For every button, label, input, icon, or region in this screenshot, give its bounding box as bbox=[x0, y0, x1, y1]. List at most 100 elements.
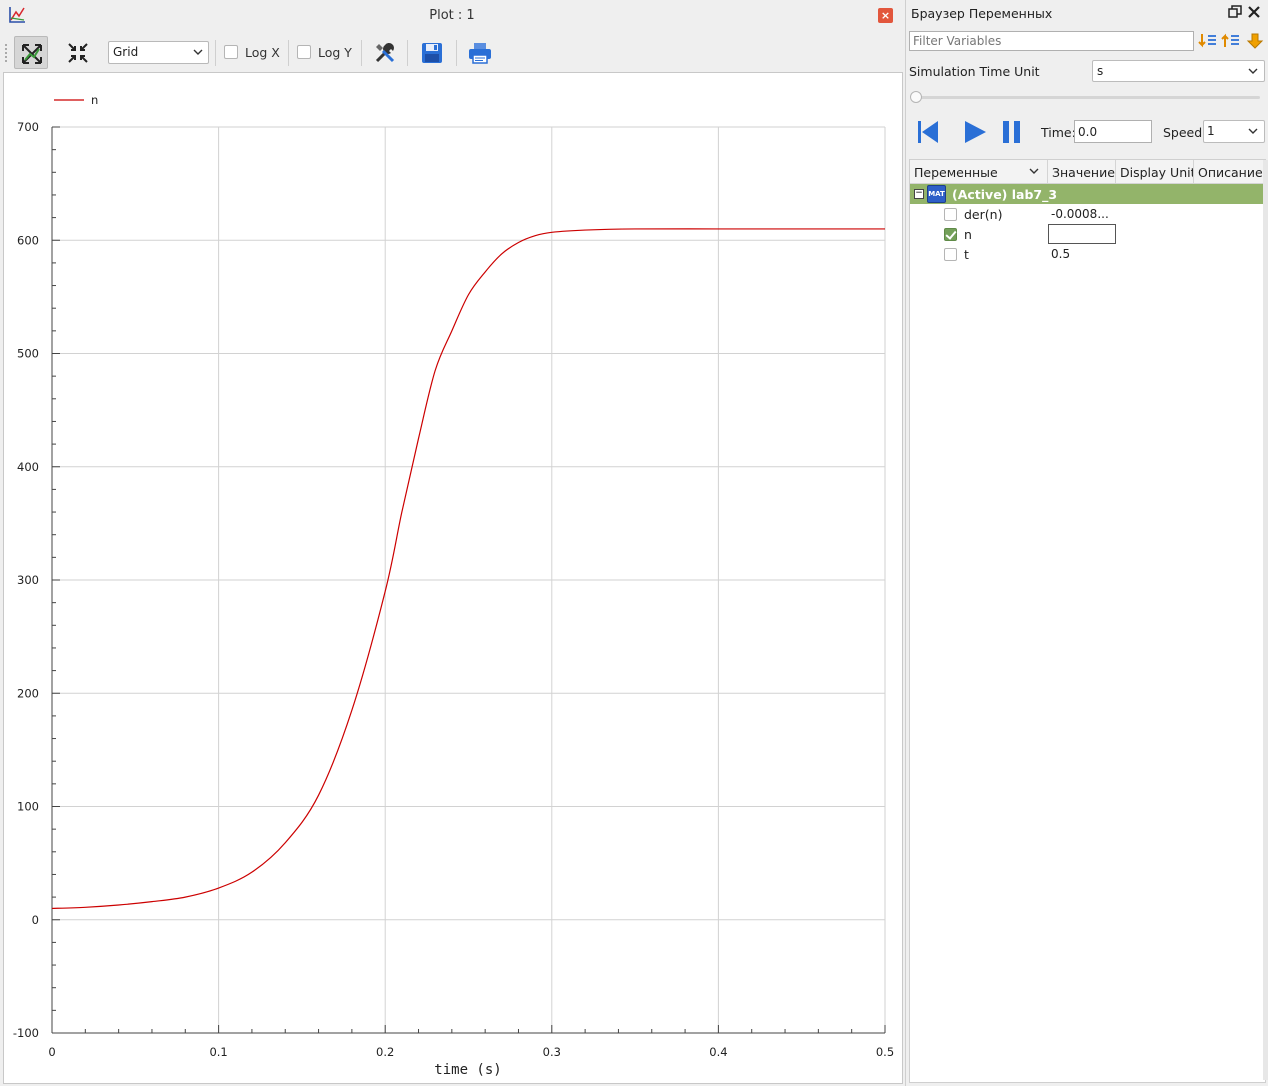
log-y-checkbox[interactable] bbox=[297, 45, 311, 59]
toolbar-separator bbox=[456, 40, 457, 66]
variable-row[interactable]: t 0.5 bbox=[910, 244, 1267, 264]
series-line-n[interactable] bbox=[51, 228, 885, 910]
y-tick-label: 500 bbox=[17, 347, 39, 361]
column-header-label: Значение bbox=[1052, 165, 1115, 180]
column-header-variables[interactable]: Переменные bbox=[910, 160, 1048, 184]
column-header-display-unit[interactable]: Display Unit bbox=[1116, 160, 1194, 184]
printer-icon bbox=[469, 43, 491, 64]
variable-name: t bbox=[964, 247, 969, 262]
column-header-description[interactable]: Описание bbox=[1194, 160, 1267, 184]
save-icon bbox=[422, 43, 442, 63]
log-y-label: Log Y bbox=[318, 45, 352, 60]
save-button[interactable] bbox=[415, 36, 449, 69]
chevron-down-icon bbox=[1248, 68, 1258, 74]
filter-variables-input[interactable] bbox=[909, 31, 1194, 51]
variables-tree: Переменные Значение Display Unit Описани… bbox=[909, 159, 1267, 1083]
variables-browser: Браузер Переменных Simulation Time Unit … bbox=[905, 0, 1268, 1086]
rewind-button[interactable] bbox=[916, 117, 942, 147]
legend-label[interactable]: n bbox=[91, 93, 98, 107]
collapse-toggle-icon[interactable]: − bbox=[914, 188, 924, 199]
close-icon[interactable] bbox=[1247, 5, 1261, 19]
grid-mode-value: Grid bbox=[113, 45, 139, 59]
time-slider-handle[interactable] bbox=[910, 91, 922, 103]
legend: n bbox=[54, 93, 98, 107]
column-header-label: Переменные bbox=[914, 165, 998, 180]
y-tick-label: 600 bbox=[17, 233, 39, 247]
log-x-label: Log X bbox=[245, 45, 280, 60]
play-button[interactable] bbox=[962, 117, 988, 147]
time-label: Time: bbox=[1041, 125, 1076, 140]
column-header-label: Описание bbox=[1198, 165, 1263, 180]
y-tick-label: 200 bbox=[17, 686, 39, 700]
toolbar-grip-icon[interactable] bbox=[5, 44, 8, 62]
variable-name: n bbox=[964, 227, 972, 242]
model-name: (Active) lab7_3 bbox=[952, 187, 1058, 202]
tree-header: Переменные Значение Display Unit Описани… bbox=[910, 160, 1267, 184]
column-header-label: Display Unit bbox=[1120, 165, 1194, 180]
y-tick-label: 100 bbox=[17, 800, 39, 814]
y-tick-label: 400 bbox=[17, 460, 39, 474]
chevron-down-icon bbox=[193, 49, 203, 55]
chevron-down-icon bbox=[1248, 128, 1258, 134]
x-tick-label: 0.3 bbox=[543, 1045, 561, 1059]
setup-button[interactable] bbox=[368, 36, 402, 69]
grid-mode-select[interactable]: Grid bbox=[108, 41, 209, 64]
print-button[interactable] bbox=[463, 36, 497, 69]
plot-window: Plot : 1 × Grid Log X Log Y bbox=[0, 0, 904, 1084]
variable-checkbox[interactable] bbox=[944, 228, 957, 241]
axis-ticks: 0 0.1 0.2 0.3 0.4 0.5 -100 0 100 200 300 400 500 600 7… bbox=[13, 120, 894, 1059]
pan-zoom-button[interactable] bbox=[14, 36, 48, 69]
variable-row[interactable]: der(n) -0.0008... bbox=[910, 204, 1267, 224]
simulation-time-unit-select[interactable]: s bbox=[1092, 60, 1265, 82]
time-slider[interactable] bbox=[913, 96, 1260, 99]
float-window-icon[interactable] bbox=[1228, 5, 1242, 19]
variable-value: -0.0008... bbox=[1051, 207, 1109, 221]
tree-root-row[interactable]: − MAT (Active) lab7_3 bbox=[910, 184, 1267, 204]
y-tick-label: 700 bbox=[17, 120, 39, 134]
sort-chevron-icon bbox=[1029, 168, 1039, 174]
column-header-value[interactable]: Значение bbox=[1048, 160, 1116, 184]
variable-value-input[interactable] bbox=[1048, 224, 1116, 244]
plot-window-title: Plot : 1 bbox=[429, 8, 475, 23]
variable-checkbox[interactable] bbox=[944, 248, 957, 261]
toolbar-separator bbox=[288, 40, 289, 66]
plot-toolbar: Grid Log X Log Y bbox=[0, 32, 904, 72]
speed-label: Speed: bbox=[1163, 125, 1207, 140]
pause-button[interactable] bbox=[1000, 117, 1026, 147]
right-edge-scrollbar[interactable] bbox=[1263, 160, 1268, 1080]
x-tick-label: 0 bbox=[48, 1045, 55, 1059]
y-tick-label: 0 bbox=[32, 913, 39, 927]
fit-in-view-button[interactable] bbox=[61, 36, 95, 69]
plot-titlebar: Plot : 1 × bbox=[0, 0, 904, 32]
variable-row[interactable]: n bbox=[910, 224, 1267, 244]
expand-all-icon[interactable] bbox=[1198, 31, 1218, 51]
y-tick-label: -100 bbox=[13, 1026, 39, 1040]
variables-browser-title: Браузер Переменных bbox=[911, 6, 1053, 21]
plot-canvas[interactable]: 0 0.1 0.2 0.3 0.4 0.5 -100 0 100 200 300 400 500 600 7… bbox=[3, 72, 903, 1084]
collapse-all-icon[interactable] bbox=[1221, 31, 1241, 51]
series-layer bbox=[51, 228, 885, 910]
variable-value: 0.5 bbox=[1051, 247, 1071, 261]
x-tick-label: 0.2 bbox=[376, 1045, 394, 1059]
x-tick-label: 0.5 bbox=[876, 1045, 894, 1059]
speed-value: 1 bbox=[1207, 124, 1215, 138]
x-tick-label: 0.1 bbox=[209, 1045, 227, 1059]
arrow-down-icon[interactable] bbox=[1245, 31, 1265, 51]
x-axis-label: time (s) bbox=[434, 1062, 501, 1078]
toolbar-separator bbox=[407, 40, 408, 66]
pan-zoom-icon bbox=[22, 44, 42, 64]
x-tick-label: 0.4 bbox=[709, 1045, 727, 1059]
log-x-checkbox[interactable] bbox=[224, 45, 238, 59]
simulation-time-unit-label: Simulation Time Unit bbox=[909, 64, 1040, 79]
tools-icon bbox=[375, 43, 395, 63]
speed-select[interactable]: 1 bbox=[1203, 120, 1265, 143]
time-input[interactable] bbox=[1074, 120, 1152, 143]
y-tick-label: 300 bbox=[17, 573, 39, 587]
plot-close-button[interactable]: × bbox=[878, 8, 893, 23]
fit-in-view-icon bbox=[68, 43, 88, 63]
toolbar-separator bbox=[361, 40, 362, 66]
variable-name: der(n) bbox=[964, 207, 1003, 222]
variable-checkbox[interactable] bbox=[944, 208, 957, 221]
plot-app-icon bbox=[9, 7, 25, 23]
line-chart[interactable]: 0 0.1 0.2 0.3 0.4 0.5 -100 0 100 200 300 400 500 600 7… bbox=[4, 73, 902, 1083]
